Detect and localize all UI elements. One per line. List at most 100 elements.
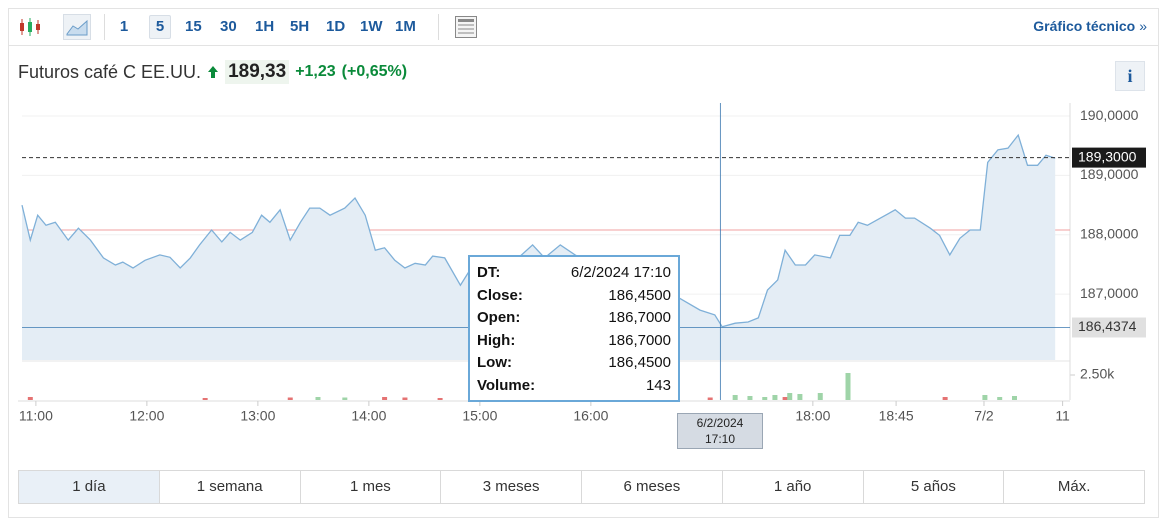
- range-tab[interactable]: Máx.: [1057, 478, 1091, 495]
- tooltip-key: DT:: [477, 264, 501, 281]
- crosshair-y-label: 186,4374: [1078, 318, 1137, 334]
- range-tab[interactable]: 5 años: [864, 471, 1005, 503]
- volume-bar: [287, 397, 293, 400]
- last-price: 189,33: [225, 60, 290, 84]
- link-text[interactable]: Gráfico técnico: [1033, 18, 1136, 34]
- tooltip-key: Low:: [477, 354, 512, 372]
- volume-bar: [315, 397, 321, 400]
- price-change: +1,23: [295, 63, 336, 80]
- crosshair-time: 17:10: [704, 432, 736, 446]
- interval-button[interactable]: 1W: [360, 18, 383, 35]
- x-tick-label: 11:00: [19, 408, 53, 424]
- x-tick-label: 18:00: [795, 408, 830, 424]
- interval-button[interactable]: 5H: [290, 18, 310, 35]
- volume-bar: [982, 395, 988, 400]
- volume-bar: [797, 394, 803, 400]
- x-tick-label: 12:00: [129, 408, 164, 424]
- price-change-pct: (+0,65%): [341, 63, 408, 80]
- candle-icon[interactable]: [18, 16, 42, 38]
- crosshair-x-label: 6/2/2024 17:10: [677, 413, 763, 449]
- y-tick-label: 187,0000: [1080, 285, 1139, 301]
- tooltip-value: 186,4500: [608, 286, 671, 304]
- x-tick-label: 13:00: [240, 408, 275, 424]
- volume-bar: [762, 397, 768, 400]
- table-icon[interactable]: [454, 15, 478, 39]
- volume-bar: [787, 393, 793, 400]
- y2-tick-label: 2.50k: [1080, 366, 1115, 382]
- range-tab[interactable]: 1 semana: [160, 471, 301, 503]
- volume-bar: [27, 397, 33, 400]
- x-tick-label: 16:00: [573, 408, 608, 424]
- technical-chart-link[interactable]: Gráfico técnico»: [1033, 18, 1147, 34]
- volume-bar: [782, 397, 788, 400]
- tooltip-row: Close: 186,4500: [477, 287, 671, 310]
- volume-bar: [942, 397, 948, 400]
- volume-bar: [817, 393, 823, 400]
- range-tab[interactable]: 1 año: [723, 471, 864, 503]
- range-tab[interactable]: 1 día: [19, 471, 160, 503]
- volume-bar: [732, 395, 738, 400]
- separator: [104, 14, 105, 40]
- volume-bar: [342, 397, 348, 400]
- tooltip-value: 186,7000: [608, 309, 671, 327]
- chart: 187,0000 188,0000 189,0000 190,0000 2.50k 11:…: [18, 103, 1146, 424]
- last-price-label: 189,3000: [1078, 148, 1137, 164]
- tooltip-key: High:: [477, 331, 516, 349]
- last-price-box: [1072, 147, 1146, 168]
- volume-bar: [747, 396, 753, 400]
- tooltip-row: Open: 186,7000: [477, 309, 671, 332]
- x-tick-label: 14:00: [351, 408, 386, 424]
- interval-button[interactable]: 5: [149, 15, 171, 39]
- volume-bar: [707, 397, 713, 400]
- y-tick-label: 188,0000: [1080, 225, 1139, 241]
- x-tick-label: 15:00: [462, 408, 497, 424]
- tooltip-key: Volume:: [477, 376, 536, 394]
- interval-button[interactable]: 1D: [326, 18, 346, 35]
- tooltip-value: 186,7000: [608, 331, 671, 349]
- tooltip-value: 143: [645, 376, 671, 394]
- x-tick-label: 18:45: [879, 408, 914, 424]
- volume-bar: [437, 398, 443, 400]
- widget-frame: [8, 8, 1159, 518]
- tooltip-row: Volume: 143: [477, 377, 671, 400]
- link-arrow[interactable]: »: [1139, 18, 1147, 34]
- volume-bar: [382, 397, 388, 400]
- toolbar: Gráfico técnico» 1 5 15 30 1H 5H 1D 1W 1M: [8, 8, 1159, 46]
- crosshair-y-box: [1072, 317, 1146, 338]
- range-tab[interactable]: 1 mes: [301, 471, 442, 503]
- volume-bar: [1012, 396, 1018, 400]
- tooltip-row: DT: 6/2/2024 17:10: [477, 264, 671, 287]
- volume-bar: [402, 397, 408, 400]
- tooltip-value: 6/2/2024 17:10: [570, 264, 671, 281]
- interval-button[interactable]: 15: [185, 18, 202, 35]
- volume-bar: [845, 373, 851, 400]
- tooltip-row: Low: 186,4500: [477, 354, 671, 377]
- x-tick-label: 11: [1055, 408, 1070, 424]
- volume-bar: [202, 398, 208, 400]
- range-tab[interactable]: 6 meses: [582, 471, 723, 503]
- crosshair-date: 6/2/2024: [696, 416, 744, 430]
- up-arrow: [208, 66, 219, 78]
- tooltip-key: Close:: [477, 286, 523, 304]
- interval-button[interactable]: 1H: [255, 18, 275, 35]
- range-tab[interactable]: 3 meses: [441, 471, 582, 503]
- tooltip-key: Open:: [477, 309, 521, 327]
- y-tick-label: 190,0000: [1080, 107, 1139, 123]
- separator: [438, 14, 439, 40]
- info-button[interactable]: i: [1115, 61, 1145, 91]
- y-tick-label: 189,0000: [1080, 166, 1139, 182]
- tooltip: DT: 6/2/2024 17:10 Close: 186,4500 Open: 186,…: [468, 255, 680, 402]
- tooltip-value: 186,4500: [608, 354, 671, 372]
- interval-button[interactable]: 30: [220, 18, 237, 35]
- header: Futuros café C EE.UU. 189,33 +1,23 (+0,6…: [18, 60, 407, 84]
- area-icon[interactable]: [63, 14, 91, 40]
- interval-button[interactable]: 1: [119, 18, 129, 35]
- instrument-title: Futuros café C EE.UU.: [18, 61, 202, 82]
- interval-button[interactable]: 1M: [395, 18, 416, 35]
- volume-bar: [997, 397, 1003, 400]
- volume-bar: [772, 395, 778, 400]
- tooltip-row: High: 186,7000: [477, 332, 671, 355]
- x-tick-label: 7/2: [974, 408, 994, 424]
- range-tabs: 1 día 1 semana 1 mes 3 meses 6 meses 1 año 5 a…: [18, 470, 1145, 504]
